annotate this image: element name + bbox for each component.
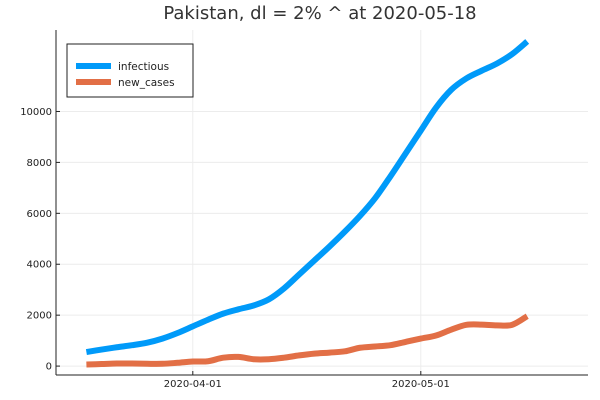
legend: infectious new_cases xyxy=(66,43,194,98)
x-tick-label: 2020-05-01 xyxy=(392,379,450,390)
y-tick-label: 2000 xyxy=(27,311,52,322)
y-tick-label: 8000 xyxy=(27,158,52,169)
x-tick-label: 2020-04-01 xyxy=(164,379,222,390)
chart-title: Pakistan, dl = 2% ^ at 2020-05-18 xyxy=(163,3,476,24)
legend-box xyxy=(66,43,194,98)
y-tick-label: 6000 xyxy=(27,209,52,220)
axes: 0 2000 4000 6000 8000 10000 2020-04-01 2020-05-… xyxy=(20,30,588,390)
series-layer xyxy=(85,39,530,368)
y-tick-label: 10000 xyxy=(20,107,52,118)
legend-label: new_cases xyxy=(118,77,175,89)
y-tick-label: 0 xyxy=(46,362,52,373)
legend-label: infectious xyxy=(118,61,169,73)
series-line-infectious xyxy=(85,39,530,356)
series-line-new-cases xyxy=(86,313,529,368)
y-tick-label: 4000 xyxy=(27,260,52,271)
